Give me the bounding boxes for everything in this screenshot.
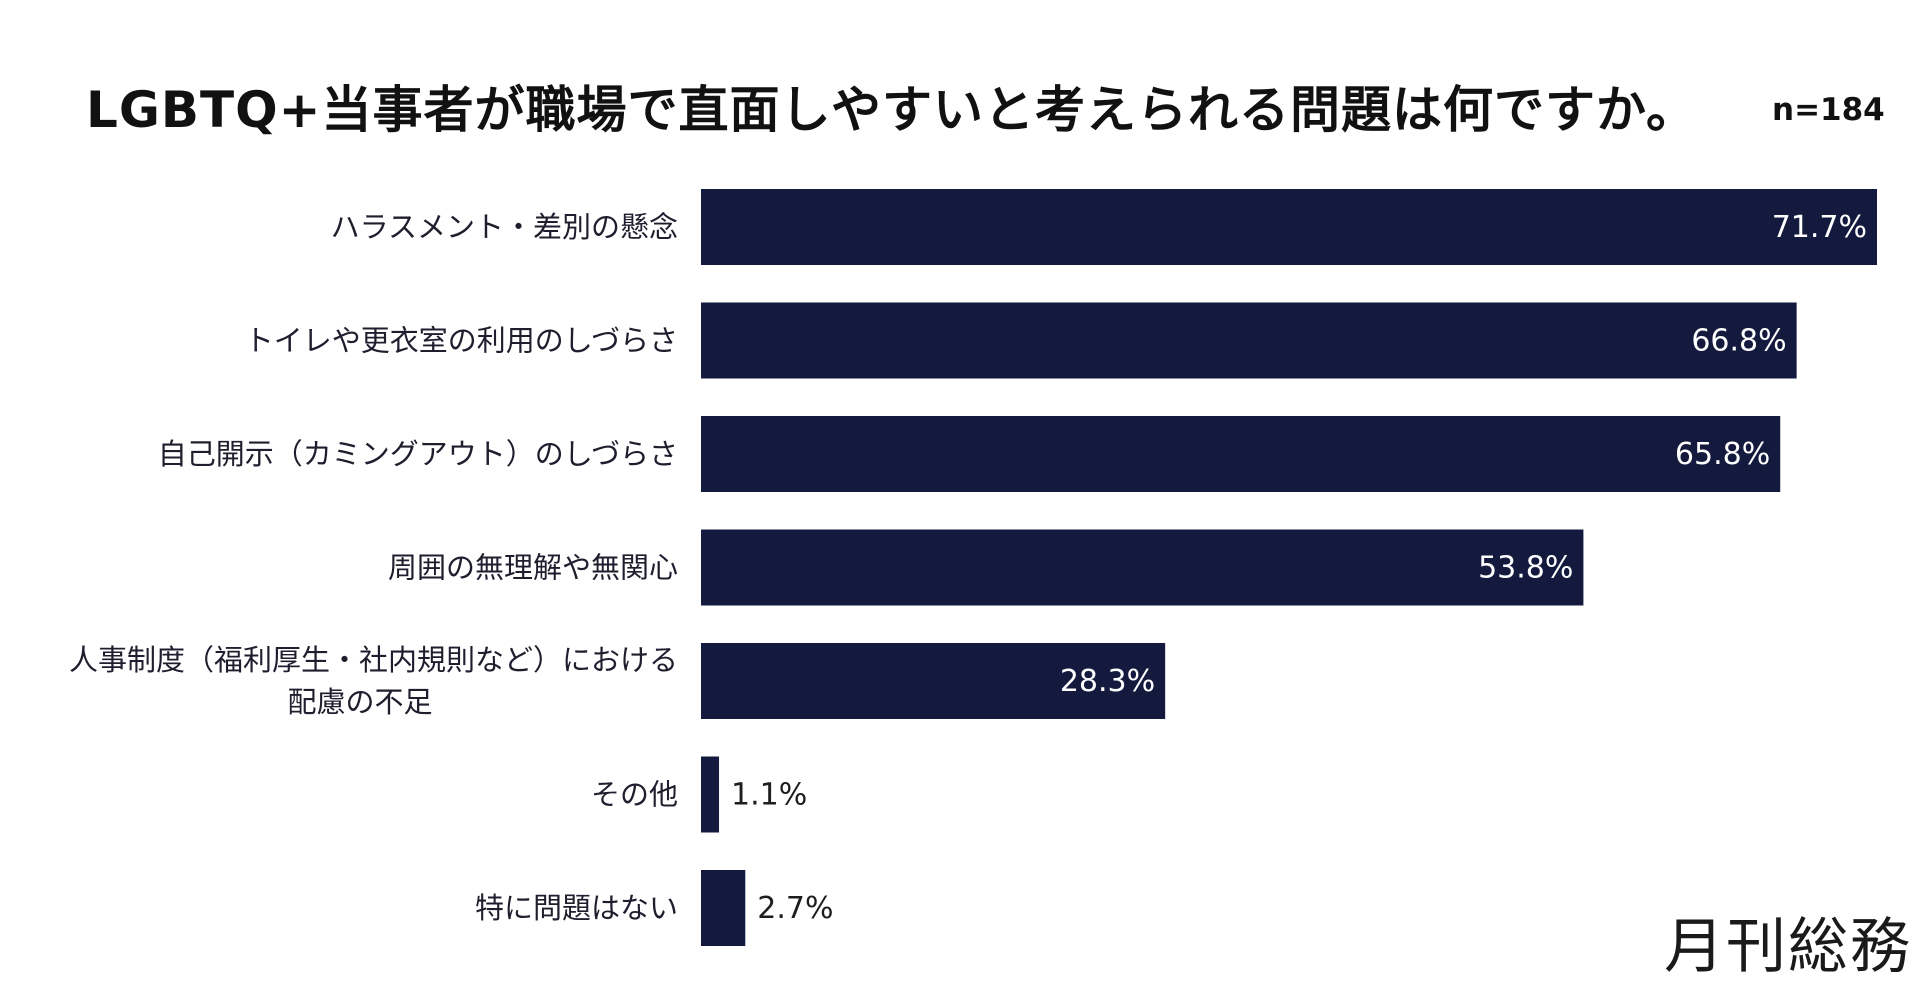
category-label: 周囲の無理解や無関心 [388,551,678,585]
bar-value-label: 2.7% [757,891,833,926]
bar [701,189,1877,265]
bar [701,302,1797,379]
bar-value-label: 53.8% [1478,551,1573,586]
bar [701,643,1166,719]
chart-title: LGBTQ+当事者が職場で直面しやすいと考えられる問題は何ですか。 [86,81,1698,139]
bar-value-label: 65.8% [1675,437,1770,472]
bar-value-label: 66.8% [1691,324,1786,359]
category-label: その他 [591,778,678,812]
bar [701,756,720,833]
category-label: ハラスメント・差別の懸念 [331,210,678,244]
category-label: 自己開示（カミングアウト）のしづらさ [158,437,678,471]
bar-value-label: 71.7% [1772,210,1867,245]
category-label: トイレや更衣室の利用のしづらさ [245,324,678,358]
bar [701,529,1584,606]
publisher-logo: 月刊総務 [1664,912,1912,982]
bar-value-label: 28.3% [1060,664,1155,699]
bar [701,416,1781,492]
sample-size-label: n=184 [1772,92,1885,128]
category-label: 特に問題はない [475,891,678,925]
bar-value-label: 1.1% [731,778,807,813]
category-label: 人事制度（福利厚生・社内規則など）における配慮の不足 [69,643,678,719]
bar [701,870,746,946]
